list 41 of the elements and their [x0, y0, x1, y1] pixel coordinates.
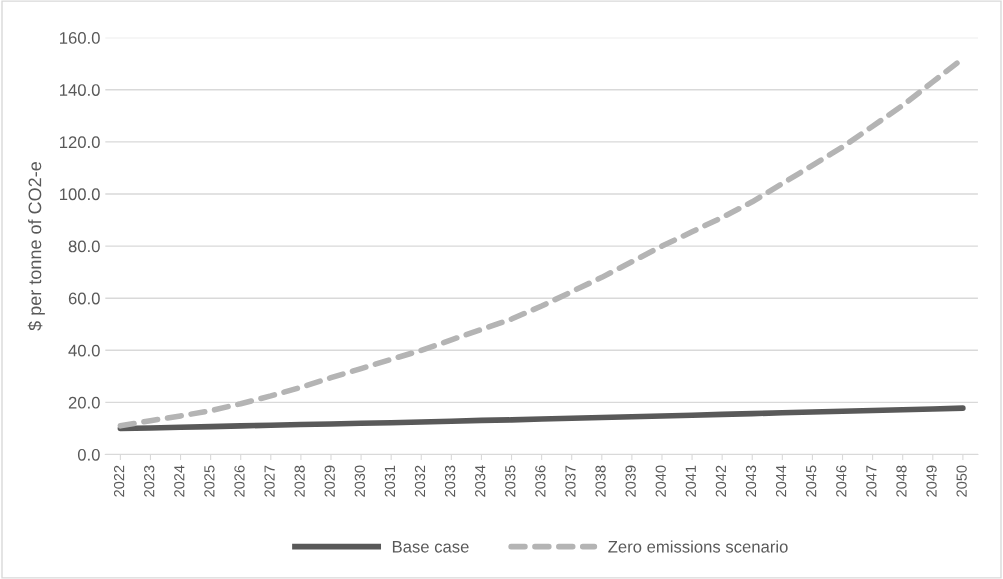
legend-label: Base case: [392, 541, 469, 553]
x-tick-label: 2035: [505, 465, 516, 497]
y-tick-label: 40.0: [68, 344, 100, 357]
y-tick-label: 0.0: [77, 448, 100, 461]
x-tick-label: 2040: [655, 465, 666, 497]
x-tick-label: 2025: [204, 465, 215, 497]
x-tick-label: 2029: [324, 465, 335, 497]
x-tick-label: 2023: [144, 465, 155, 497]
x-tick-label: 2048: [896, 465, 907, 497]
y-tick-label: 100.0: [60, 188, 100, 201]
x-tick-label: 2038: [595, 465, 606, 497]
y-tick-label: 140.0: [60, 84, 100, 96]
x-tick-label: 2034: [475, 465, 486, 497]
legend-label: Zero emissions scenario: [608, 540, 788, 553]
x-tick-label: 2036: [535, 465, 546, 497]
y-tick-label: 80.0: [68, 240, 100, 253]
x-tick-label: 2047: [866, 465, 877, 497]
x-tick-label: 2041: [685, 465, 696, 497]
x-tick-label: 2046: [836, 465, 847, 497]
x-tick-label: 2050: [956, 465, 967, 497]
x-tick-label: 2045: [806, 465, 817, 497]
x-tick-label: 2031: [384, 465, 396, 497]
y-tick-label: 20.0: [68, 396, 100, 409]
x-tick-label: 2037: [565, 465, 576, 497]
x-tick-label: 2042: [715, 465, 727, 497]
x-tick-label: 2027: [264, 465, 275, 497]
x-tick-label: 2030: [354, 465, 365, 497]
y-tick-label: 60.0: [68, 292, 100, 305]
x-tick-label: 2028: [294, 465, 305, 497]
x-tick-label: 2022: [113, 465, 125, 497]
x-tick-label: 2033: [444, 465, 456, 497]
x-tick-label: 2049: [926, 465, 937, 497]
y-tick-label: 160.0: [60, 32, 100, 44]
x-tick-label: 2039: [625, 465, 636, 497]
x-tick-label: 2024: [174, 465, 185, 497]
x-tick-label: 2032: [414, 465, 426, 497]
x-tick-label: 2026: [234, 465, 245, 497]
x-tick-label: 2043: [745, 465, 757, 497]
x-tick-label: 2044: [775, 465, 787, 497]
y-axis-title: $ per tonne of CO2-e: [27, 162, 45, 331]
y-tick-label: 120.0: [60, 136, 100, 149]
